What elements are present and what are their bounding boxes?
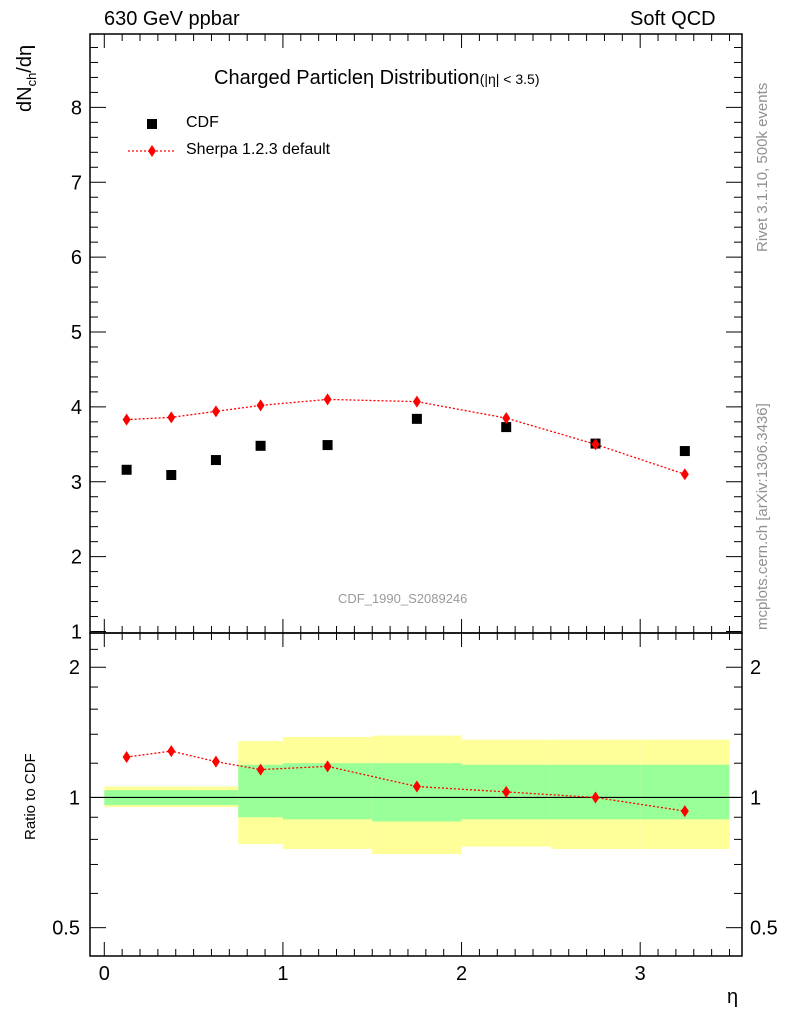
legend-label-cdf: CDF — [186, 114, 219, 131]
ratio-sherpa-point — [122, 751, 131, 764]
main-y-tick-label: 2 — [71, 547, 82, 569]
ratio-y-tick-label-left: 0.5 — [52, 918, 80, 940]
mcplots-reference-label: mcplots.cern.ch [arXiv:1306.3436] — [754, 403, 771, 630]
ratio-sherpa-point — [680, 805, 689, 818]
cdf-point — [679, 446, 690, 457]
main-y-tick-label: 5 — [71, 322, 82, 344]
rivet-version-label: Rivet 3.1.10, 500k events — [754, 82, 771, 252]
ratio-sherpa-point — [323, 760, 332, 773]
ratio-y-axis-label: Ratio to CDF — [22, 753, 39, 840]
uncertainty-bands — [104, 735, 730, 855]
y-label-sub: ch — [24, 72, 39, 87]
sherpa-point — [502, 412, 511, 425]
ratio-y-tick-label-right: 1 — [750, 787, 761, 809]
ratio-sherpa-point — [211, 755, 220, 768]
x-tick-label: 2 — [456, 963, 467, 985]
x-tick-label: 1 — [277, 963, 288, 985]
collision-label: 630 GeV ppbar — [104, 8, 240, 30]
analysis-id-label: CDF_1990_S2089246 — [338, 591, 468, 606]
chart-title: Charged Particleη Distribution(|η| < 3.5… — [214, 67, 540, 90]
legend-markers — [128, 119, 176, 157]
main-plot-series — [121, 393, 690, 481]
ratio-sherpa-point — [167, 745, 176, 758]
legend-marker-sherpa — [148, 145, 156, 157]
cdf-point — [166, 470, 177, 481]
ratio-y-tick-label-right: 2 — [750, 657, 761, 679]
sherpa-point — [256, 399, 265, 412]
chart-title-main: Charged Particleη Distribution — [214, 67, 480, 89]
main-y-tick-label: 7 — [71, 172, 82, 194]
cdf-point — [255, 440, 266, 451]
main-y-tick-label: 4 — [71, 397, 82, 419]
ratio-sherpa-point — [412, 780, 421, 793]
ratio-y-tick-label-left: 2 — [69, 657, 80, 679]
sherpa-point — [167, 411, 176, 424]
main-y-tick-label: 6 — [71, 247, 82, 269]
ratio-sherpa-point — [502, 785, 511, 798]
main-plot-axes: 1 2 3 4 5 6 7 8 — [71, 33, 743, 644]
legend-label-sherpa: Sherpa 1.2.3 default — [186, 141, 331, 158]
cdf-point — [210, 455, 221, 466]
ratio-sherpa-point — [591, 791, 600, 804]
y-label-tail: /dη — [14, 44, 36, 73]
category-label: Soft QCD — [630, 8, 716, 30]
sherpa-point — [211, 405, 220, 418]
sherpa-point — [323, 393, 332, 406]
sherpa-point — [591, 438, 600, 451]
legend-marker-cdf — [147, 119, 157, 129]
x-tick-label: 3 — [635, 963, 646, 985]
ratio-plot-series — [122, 745, 689, 818]
ratio-y-tick-label-right: 0.5 — [750, 918, 778, 940]
main-y-tick-label: 1 — [71, 622, 82, 644]
sherpa-point — [122, 413, 131, 426]
cdf-point — [501, 422, 512, 433]
sherpa-point — [412, 395, 421, 408]
ratio-sherpa-line — [126, 750, 685, 812]
cdf-point — [121, 464, 132, 475]
sherpa-line — [126, 398, 686, 475]
main-y-axis-label: dNch/dη — [14, 45, 39, 112]
chart-title-cut: (|η| < 3.5) — [479, 71, 540, 87]
main-y-tick-label: 3 — [71, 472, 82, 494]
x-tick-label: 0 — [99, 963, 110, 985]
main-y-tick-label: 8 — [71, 97, 82, 119]
cdf-point — [411, 413, 422, 424]
ratio-plot-frame — [89, 632, 743, 957]
sherpa-point — [680, 468, 689, 481]
ratio-plot-axes: 0 1 2 3 0.5 0.5 1 1 2 2 — [52, 632, 778, 985]
ratio-sherpa-point — [256, 763, 265, 776]
cdf-point — [322, 440, 333, 451]
x-axis-label: η — [727, 986, 739, 1008]
ratio-y-tick-label-left: 1 — [69, 787, 80, 809]
y-label-main: dN — [14, 86, 36, 112]
